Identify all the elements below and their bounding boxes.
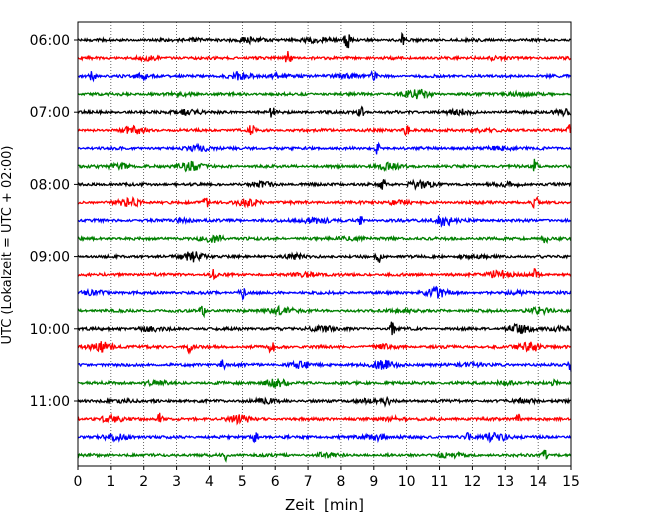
- x-tick-label: 14: [529, 474, 547, 490]
- trace-1115: [77, 412, 572, 426]
- x-tick-label: 15: [562, 474, 580, 490]
- y-tick-label: 09:00: [30, 250, 70, 266]
- trace-0645: [77, 88, 572, 100]
- x-tick-label: 7: [304, 474, 313, 490]
- x-tick-label: 6: [271, 474, 280, 490]
- x-tick-label: 3: [172, 474, 181, 490]
- trace-0730: [77, 141, 572, 155]
- plot-frame: [77, 21, 572, 467]
- x-tick-label: 10: [398, 474, 416, 490]
- x-tick-label: 0: [74, 474, 83, 490]
- trace-1130: [77, 431, 572, 444]
- y-tick-label: 10:00: [30, 322, 70, 338]
- x-tick-label: 1: [106, 474, 115, 490]
- y-tick-label: 06:00: [30, 33, 70, 49]
- x-tick-label: 8: [336, 474, 345, 490]
- x-tick-label: 12: [463, 474, 481, 490]
- trace-1145: [77, 449, 572, 463]
- y-tick-label: 11:00: [30, 394, 70, 410]
- trace-0630: [77, 70, 572, 83]
- x-tick-label: 9: [369, 474, 378, 490]
- trace-0930: [77, 285, 572, 301]
- trace-0845: [77, 234, 572, 245]
- x-tick-label: 4: [205, 474, 214, 490]
- trace-0745: [77, 158, 572, 173]
- trace-0600: [77, 31, 572, 49]
- grid-lines: [110, 22, 539, 466]
- x-tick-label: 11: [431, 474, 449, 490]
- trace-0815: [77, 195, 572, 210]
- x-axis-ticks: 0 1 2 3 4 5 6 7 8 9 10 11 12 13 14 15: [74, 466, 580, 490]
- trace-1015: [77, 341, 572, 355]
- trace-1045: [77, 378, 572, 389]
- trace-0615: [77, 51, 572, 63]
- x-tick-label: 5: [238, 474, 247, 490]
- trace-1100: [77, 395, 572, 408]
- y-tick-label: 07:00: [30, 105, 70, 121]
- trace-0700: [77, 105, 572, 118]
- x-tick-label: 13: [496, 474, 514, 490]
- trace-0900: [77, 250, 571, 263]
- y-tick-label: 08:00: [30, 177, 70, 193]
- x-tick-label: 2: [139, 474, 148, 490]
- trace-group: [77, 31, 572, 463]
- y-axis-label: UTC (Lokalzeit = UTC + 02:00): [0, 146, 15, 345]
- trace-1030: [77, 359, 572, 372]
- trace-0715: [77, 123, 572, 137]
- trace-0915: [77, 267, 572, 281]
- trace-0945: [77, 304, 572, 319]
- y-axis-ticks: 06:00 07:00 08:00 09:00 10:00 11:00: [30, 33, 78, 410]
- x-axis-label: Zeit [min]: [285, 496, 364, 514]
- trace-0800: [77, 178, 572, 191]
- trace-1000: [77, 321, 572, 336]
- trace-0830: [77, 215, 572, 228]
